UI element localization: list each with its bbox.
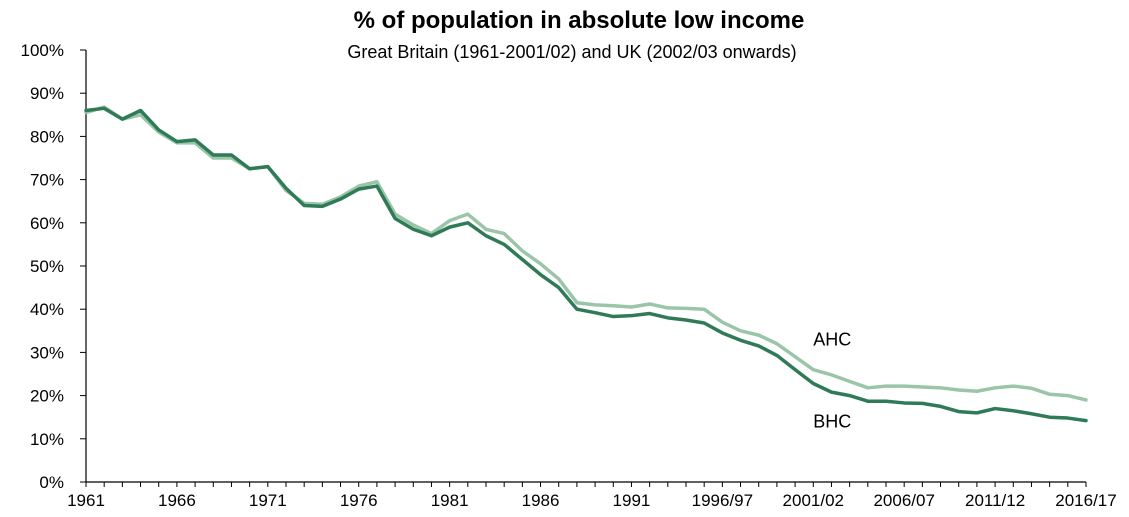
y-tick-label: 50% [30,257,64,276]
y-axis: 0% 10% 20% 30% 40% 50% 60% 70% 80% 90% 100% [21,41,87,492]
x-tick-label: 1961 [67,491,105,510]
x-tick-label: 1986 [522,491,560,510]
x-tick-label: 1991 [613,491,651,510]
y-tick-label: 70% [30,171,64,190]
x-tick-label: 2011/12 [965,491,1025,510]
x-tick-label: 1966 [158,491,196,510]
y-tick-label: 60% [30,214,64,233]
chart-subtitle: Great Britain (1961-2001/02) and UK (200… [347,42,796,62]
series-label-ahc: AHC [813,329,851,349]
series-line-bhc [84,106,1088,423]
x-tick-label: 1976 [340,491,378,510]
x-tick-label: 2001/02 [783,491,844,510]
x-tick-label: 1981 [431,491,469,510]
y-tick-label: 100% [21,41,64,60]
y-tick-label: 30% [30,343,64,362]
y-tick-label: 20% [30,387,64,406]
y-tick-label: 80% [30,127,64,146]
chart-title: % of population in absolute low income [354,7,805,34]
x-tick-label: 2016/17 [1055,491,1116,510]
y-tick-label: 10% [30,430,64,449]
y-tick-label: 90% [30,84,64,103]
x-tick-label: 1971 [249,491,287,510]
x-axis: 1961 1966 1971 1976 1981 1986 1991 1996/97 2001/… [67,481,1117,510]
series-line-ahc [84,105,1088,402]
x-tick-label: 2006/07 [873,491,934,510]
series-layer [84,105,1088,423]
y-tick-label: 40% [30,300,64,319]
series-label-bhc: BHC [813,412,851,432]
y-tick-label: 0% [39,473,64,492]
x-tick-label: 1996/97 [692,491,753,510]
annotation-layer: AHC BHC [813,329,851,431]
